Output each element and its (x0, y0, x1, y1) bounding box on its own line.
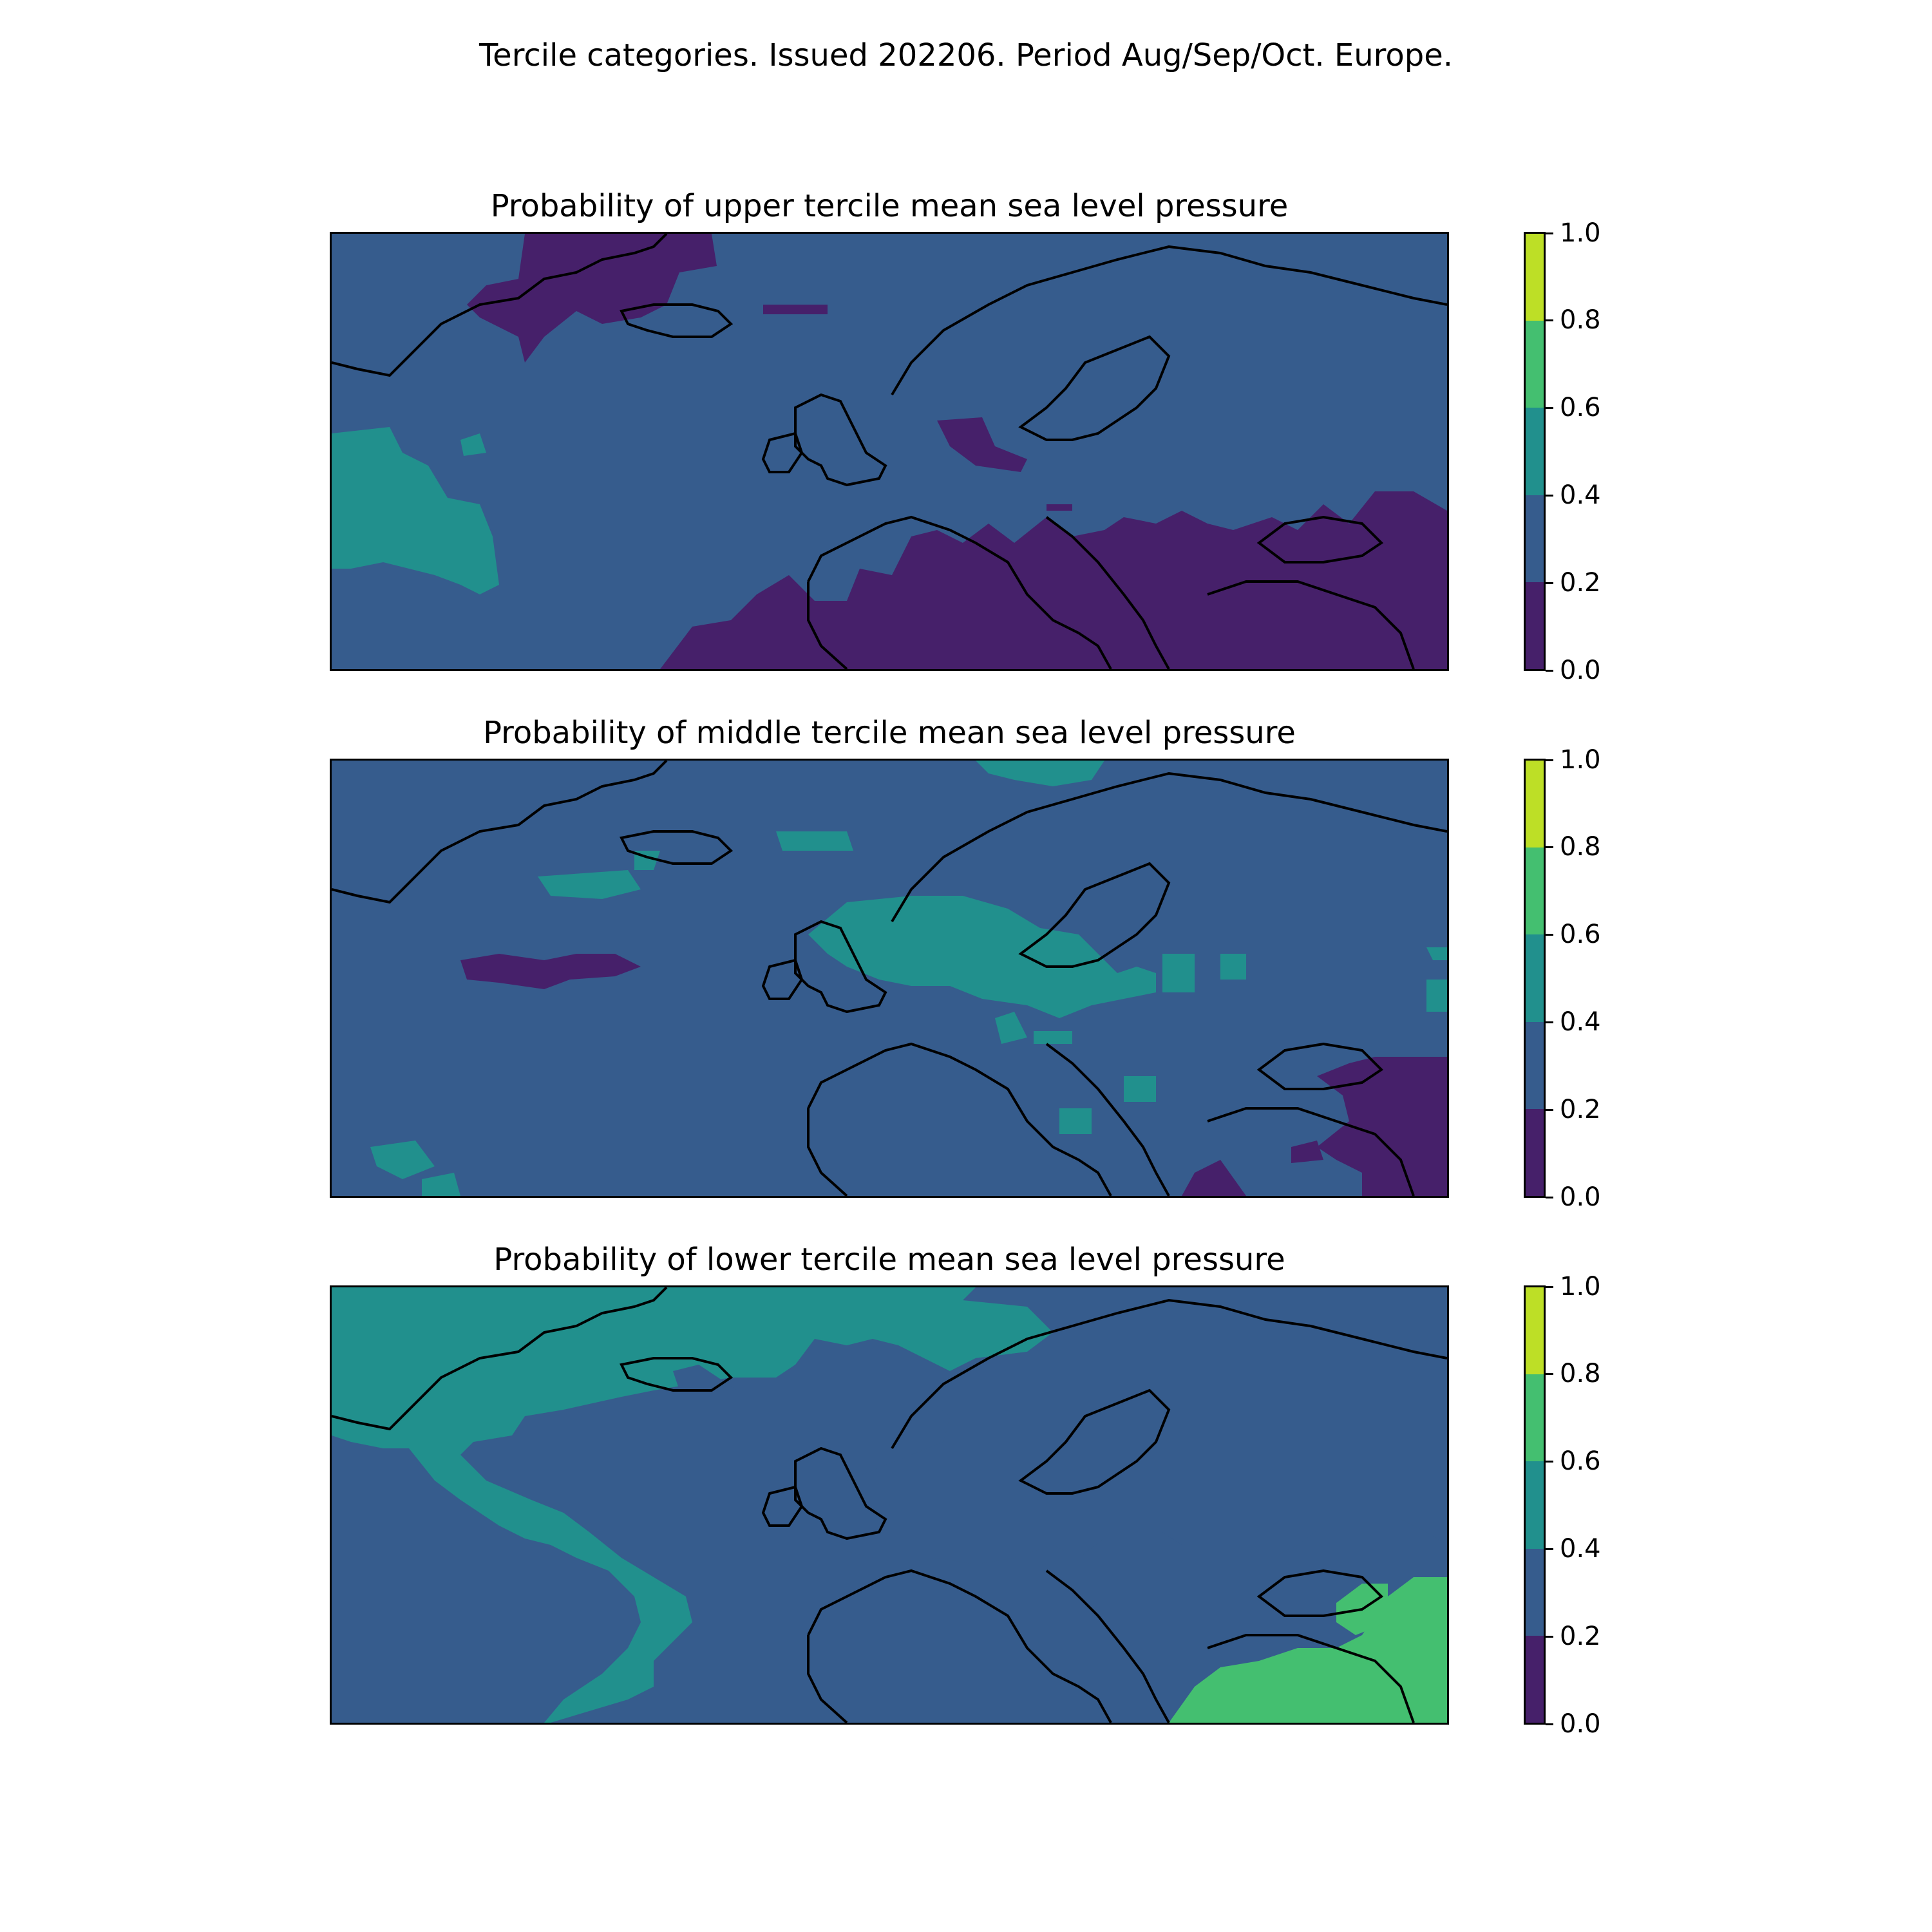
coast-blacksea (1256, 515, 1384, 564)
region-mid-teal-atl (538, 870, 641, 899)
coast-scandinavia (891, 1298, 1447, 1450)
colorbar-band-3 (1526, 321, 1544, 408)
coast-greenland (332, 234, 668, 377)
coast-blacksea (1256, 1569, 1384, 1617)
coast-baltic (1018, 335, 1171, 441)
map-upper-tercile (330, 232, 1449, 671)
colorbar-band-1 (1526, 495, 1544, 582)
coast-iberia (807, 1108, 848, 1196)
region-mid-teal-pl2 (1034, 1031, 1072, 1044)
region-mid-teal-sw2 (422, 1173, 460, 1196)
colorbar-band-0 (1526, 582, 1544, 669)
coast-britain (794, 393, 887, 487)
region-low-med (660, 491, 1447, 669)
colorbar-band-0 (1526, 1108, 1544, 1196)
coast-greenland (332, 761, 668, 904)
coast-greenland (332, 1287, 668, 1431)
region-low-dash (1046, 504, 1072, 511)
region-mid-teal-europe (808, 896, 1156, 1018)
region-blue-islands (673, 1365, 737, 1397)
region-mid-dot (460, 433, 486, 456)
coast-europe-south (807, 1042, 1112, 1196)
map-middle-tercile (330, 759, 1449, 1198)
coast-baltic (1018, 1388, 1171, 1495)
colorbar-band-2 (1526, 1461, 1544, 1549)
colorbar-band-0 (1526, 1635, 1544, 1723)
coast-europe-south (807, 515, 1112, 669)
coast-italy (1045, 516, 1170, 669)
coast-italy (1045, 1569, 1170, 1723)
region-mid-atlantic (332, 427, 499, 594)
map-middle-tercile-layer (332, 761, 1447, 1196)
colorbar-upper (1524, 232, 1546, 671)
region-mid-purple-atl (460, 954, 641, 989)
coast-italy (1045, 1043, 1170, 1196)
region-low-strip (763, 305, 828, 314)
coast-europe-south (807, 1569, 1112, 1723)
coast-iceland (620, 830, 734, 865)
colorbar-band-4 (1526, 234, 1544, 321)
map-lower-tercile (330, 1285, 1449, 1725)
coast-ireland (761, 1485, 804, 1527)
coast-turkey (1207, 1634, 1415, 1723)
colorbar-middle (1524, 759, 1546, 1198)
colorbar-band-2 (1526, 408, 1544, 495)
coast-scandinavia (891, 772, 1447, 923)
region-blue-east (808, 1287, 1447, 1564)
coast-scandinavia (891, 245, 1447, 396)
coast-iceland (620, 303, 734, 338)
region-mid-teal-se (1162, 954, 1195, 992)
colorbar-band-4 (1526, 761, 1544, 848)
map-lower-tercile-layer (332, 1287, 1447, 1723)
colorbar-band-3 (1526, 1374, 1544, 1462)
coast-ireland (761, 958, 804, 1000)
colorbar-band-1 (1526, 1021, 1544, 1109)
region-mid-purple-cauc (1317, 1057, 1447, 1196)
region-mid-teal-poland (995, 1012, 1027, 1044)
region-mid-teal-east (1426, 947, 1447, 960)
coast-britain (794, 1446, 887, 1540)
colorbar-lower (1524, 1285, 1546, 1725)
coast-blacksea (1256, 1042, 1384, 1090)
region-mid-teal-iceland (776, 831, 853, 851)
coast-turkey (1207, 580, 1415, 669)
coast-baltic (1018, 862, 1171, 968)
region-mid-teal-top (976, 761, 1104, 786)
coast-iceland (620, 1357, 734, 1392)
coast-britain (794, 920, 887, 1014)
region-mid-teal-ita (1059, 1108, 1092, 1134)
region-blue-atlantic (332, 1435, 641, 1723)
region-low-greenland (467, 234, 717, 363)
region-low-east (1375, 491, 1447, 536)
region-low-northsea (937, 417, 1027, 472)
region-mid-teal-east2 (1426, 980, 1447, 1012)
colorbar-band-3 (1526, 848, 1544, 935)
panel-1-title: Probability of upper tercile mean sea le… (490, 188, 1289, 224)
coast-turkey (1207, 1107, 1415, 1196)
region-mid-teal-sw (370, 1141, 435, 1179)
colorbar-band-1 (1526, 1548, 1544, 1636)
region-mid-teal-bal (1124, 1076, 1156, 1102)
suptitle: Tercile categories. Issued 202206. Perio… (479, 37, 1453, 73)
coast-ireland (761, 431, 804, 473)
region-mid-purple-tr (1182, 1160, 1246, 1196)
colorbar-band-4 (1526, 1287, 1544, 1375)
panel-2-title: Probability of middle tercile mean sea l… (483, 715, 1296, 751)
colorbar-band-2 (1526, 934, 1544, 1022)
map-upper-tercile-layer (332, 234, 1447, 669)
coast-iberia (807, 1635, 848, 1723)
region-mid-purple-tr2 (1291, 1141, 1323, 1163)
panel-3-title: Probability of lower tercile mean sea le… (493, 1242, 1285, 1278)
region-mid-teal-east3 (1220, 954, 1246, 980)
coast-iberia (807, 582, 848, 669)
